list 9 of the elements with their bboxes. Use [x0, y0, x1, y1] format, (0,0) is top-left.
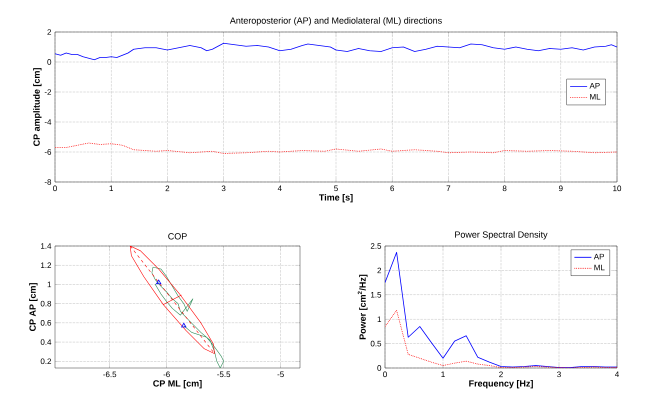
x-axis-title: CP ML [cm] [153, 380, 202, 388]
y-axis-title: CP AP [cm] [29, 283, 38, 332]
x-axis-title: Frequency [Hz] [469, 380, 533, 388]
y-axis-title: Power [cm$^{2}$/Hz] [358, 274, 368, 340]
chart-title: Power Spectral Density [455, 231, 548, 240]
x-axis-title: Time [s] [318, 194, 353, 202]
chart-title: Anteroposterior (AP) and Mediolateral (ML) directions [230, 17, 442, 26]
y-axis-title: CP amplitude [cm] [33, 68, 42, 146]
chart-title: COP [168, 233, 187, 240]
